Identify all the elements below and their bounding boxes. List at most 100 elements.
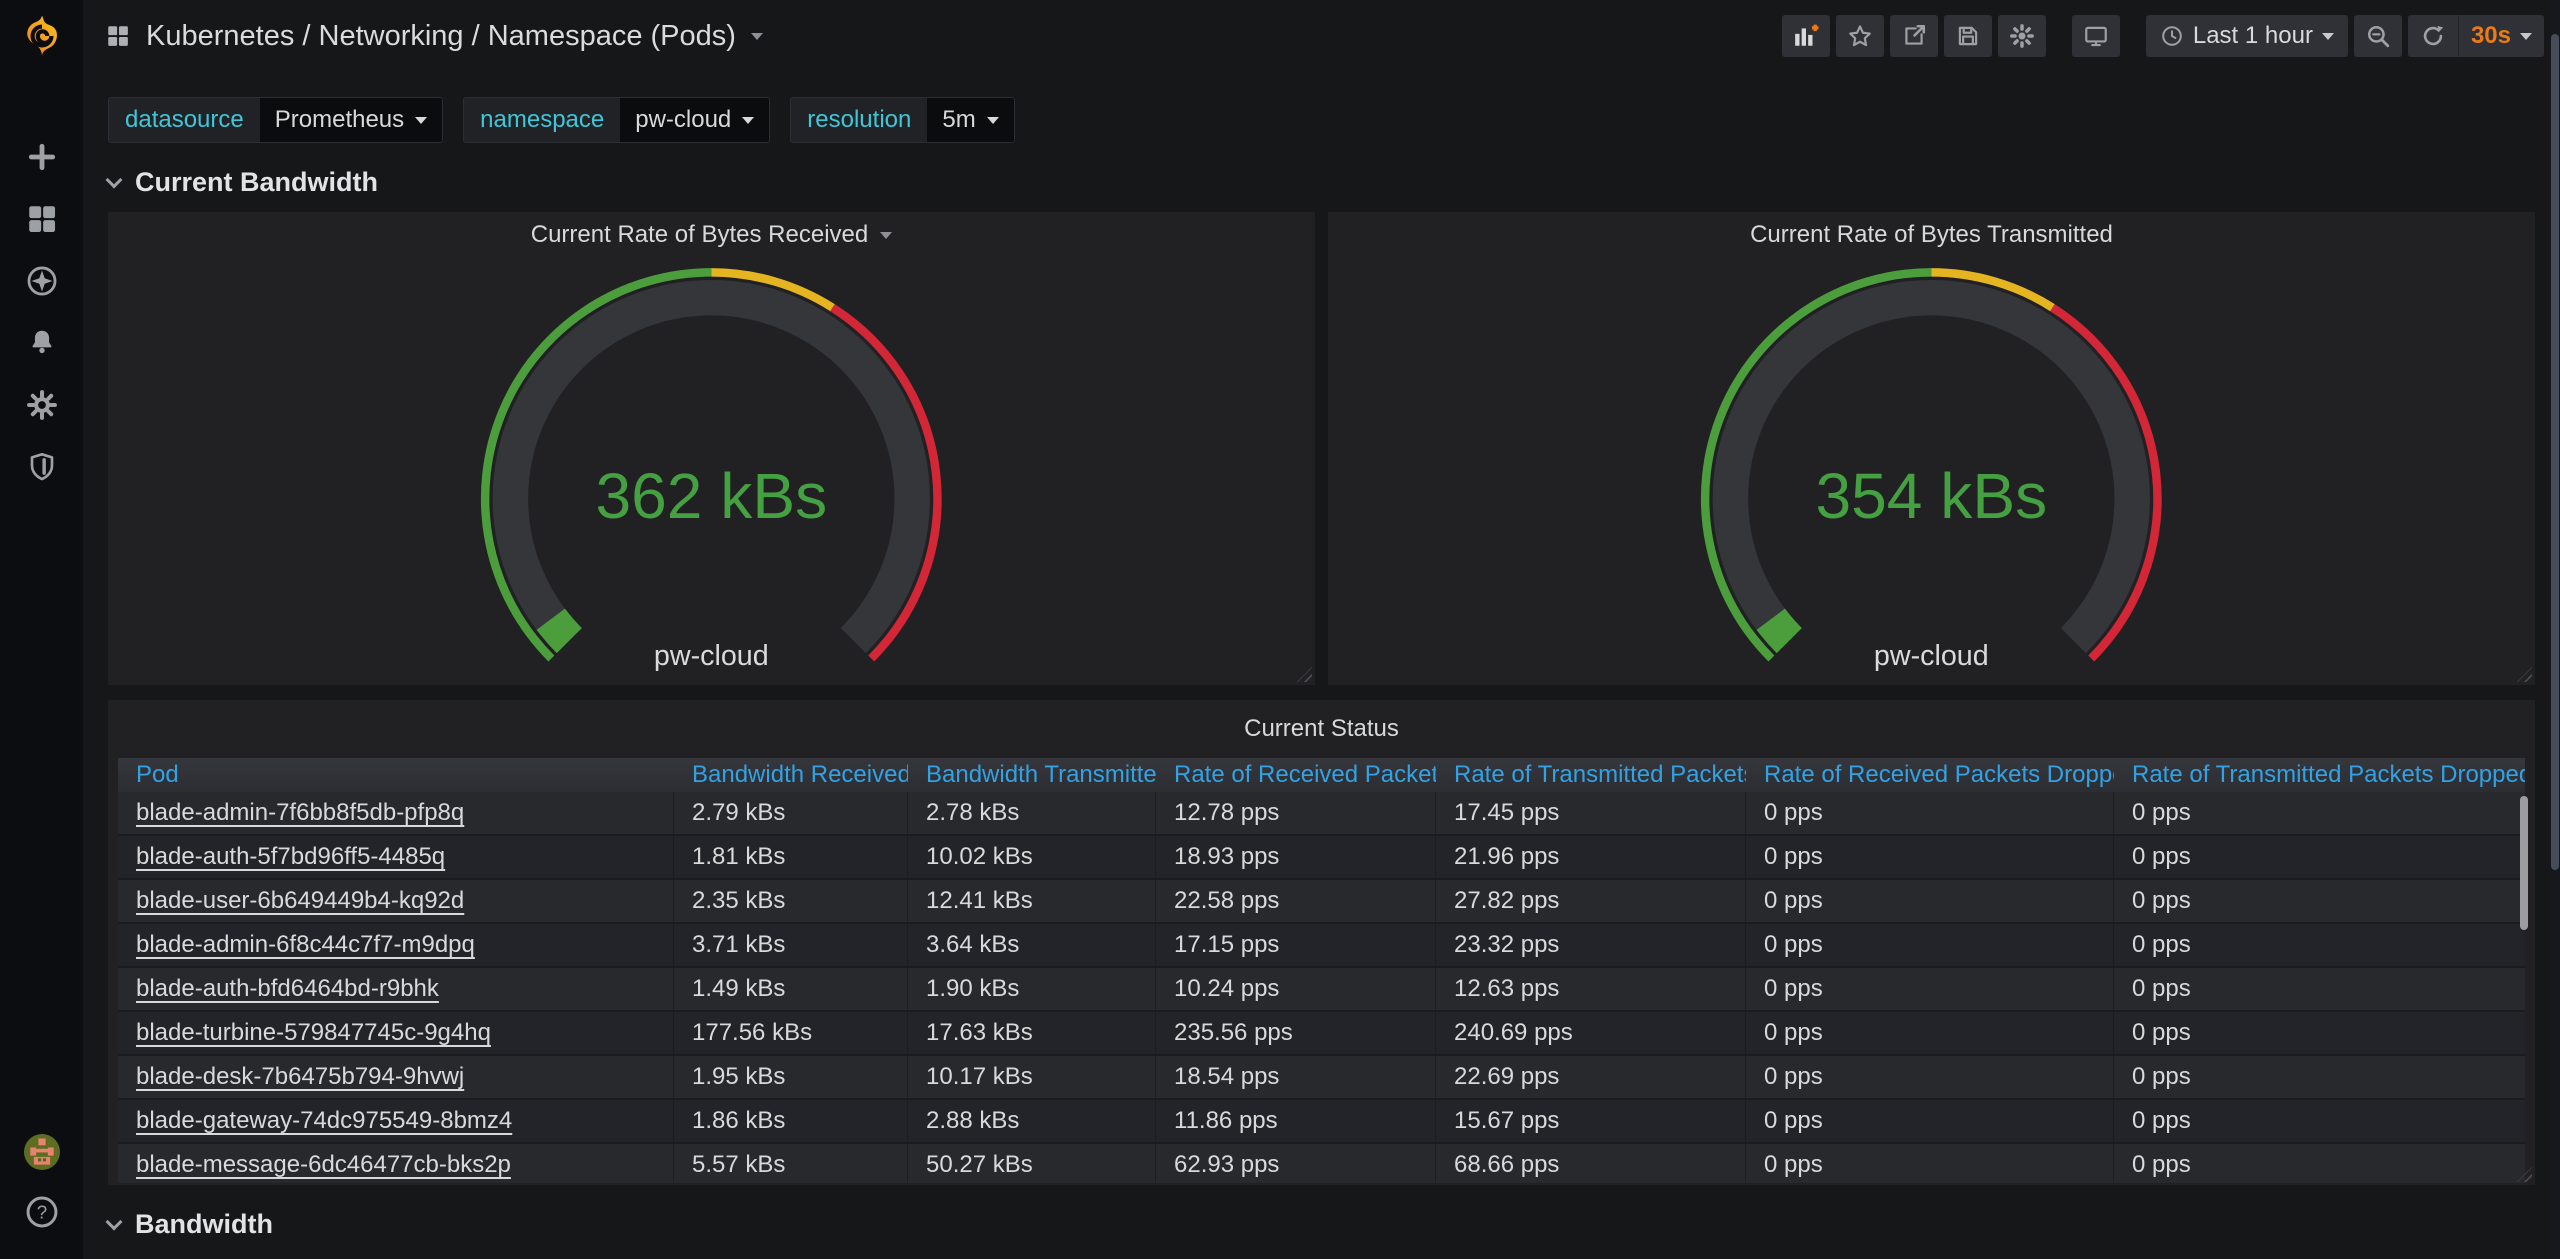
gauge-value: 362 kBs (596, 460, 828, 532)
table-cell: 15.67 pps (1436, 1100, 1746, 1142)
sidebar: ? (0, 0, 83, 1259)
sidebar-item-explore[interactable] (24, 264, 60, 298)
toolbar: Last 1 hour 30s (1782, 15, 2544, 57)
pod-link[interactable]: blade-desk-7b6475b794-9hvwj (118, 1056, 674, 1098)
table-cell: 17.45 pps (1436, 792, 1746, 834)
variable-value-dropdown[interactable]: 5m (927, 98, 1013, 142)
table-row: blade-admin-7f6bb8f5db-pfp8q 2.79 kBs 2.… (118, 792, 2525, 836)
share-dashboard-button[interactable] (1890, 15, 1938, 57)
variable-datasource[interactable]: datasource Prometheus (108, 97, 443, 143)
sidebar-item-server-admin[interactable] (24, 450, 60, 484)
page-scrollbar[interactable] (2550, 0, 2560, 1259)
table-cell: 0 pps (2114, 1100, 2525, 1142)
row-title: Bandwidth (135, 1209, 273, 1240)
table-cell: 240.69 pps (1436, 1012, 1746, 1054)
table-cell: 0 pps (2114, 924, 2525, 966)
column-header-bandwidth-received[interactable]: Bandwidth Received (674, 758, 908, 792)
gauge-panels-row: Current Rate of Bytes Received 362 kBs p… (108, 212, 2535, 685)
time-range-caret-icon (2322, 33, 2334, 40)
table-cell: 1.49 kBs (674, 968, 908, 1010)
gauge-bytes-received: 362 kBs pw-cloud (475, 258, 948, 680)
table-cell: 0 pps (1746, 1100, 2114, 1142)
refresh-button[interactable] (2408, 15, 2458, 57)
table-cell: 0 pps (1746, 924, 2114, 966)
table-cell: 21.96 pps (1436, 836, 1746, 878)
table-cell: 0 pps (1746, 1012, 2114, 1054)
gauge-series-label: pw-cloud (1874, 640, 1989, 672)
variable-value-dropdown[interactable]: Prometheus (260, 98, 442, 142)
gauge-bytes-transmitted: 354 kBs pw-cloud (1695, 258, 2168, 680)
pod-link[interactable]: blade-message-6dc46477cb-bks2p (118, 1144, 674, 1183)
pod-link[interactable]: blade-auth-bfd6464bd-r9bhk (118, 968, 674, 1010)
refresh-interval-dropdown[interactable]: 30s (2458, 15, 2544, 57)
table-scrollbar-thumb[interactable] (2520, 796, 2528, 930)
column-header-pod[interactable]: Pod (118, 758, 674, 792)
alerting-bell-icon (26, 327, 58, 359)
explore-compass-icon (25, 264, 59, 298)
table-header-row: Pod Bandwidth Received Bandwidth Transmi… (118, 758, 2525, 792)
pod-link[interactable]: blade-auth-5f7bd96ff5-4485q (118, 836, 674, 878)
panel-title[interactable]: Current Status (108, 700, 2535, 758)
table-cell: 2.35 kBs (674, 880, 908, 922)
table-row: blade-gateway-74dc975549-8bmz4 1.86 kBs … (118, 1100, 2525, 1144)
save-dashboard-button[interactable] (1944, 15, 1992, 57)
user-avatar[interactable] (24, 1129, 60, 1175)
panel-resize-handle[interactable] (1297, 667, 1312, 682)
variable-value-dropdown[interactable]: pw-cloud (620, 98, 769, 142)
column-header-rate-received-packets-dropped[interactable]: Rate of Received Packets Dropped (1746, 758, 2114, 792)
time-range-picker[interactable]: Last 1 hour (2146, 15, 2348, 57)
star-dashboard-button[interactable] (1836, 15, 1884, 57)
row-header-bandwidth[interactable]: Bandwidth (108, 1208, 2535, 1240)
sidebar-item-alerting[interactable] (24, 326, 60, 360)
table-cell: 23.32 pps (1436, 924, 1746, 966)
table-cell: 0 pps (2114, 1012, 2525, 1054)
page-title: Kubernetes / Networking / Namespace (Pod… (146, 20, 736, 53)
panel-bytes-transmitted: Current Rate of Bytes Transmitted 354 kB… (1328, 212, 2535, 685)
table-row: blade-message-6dc46477cb-bks2p 5.57 kBs … (118, 1144, 2525, 1183)
zoom-out-button[interactable] (2354, 15, 2402, 57)
grafana-flame-icon (19, 13, 65, 59)
pod-link[interactable]: blade-gateway-74dc975549-8bmz4 (118, 1100, 674, 1142)
variable-value: 5m (942, 106, 975, 134)
table-cell: 2.79 kBs (674, 792, 908, 834)
row-header-current-bandwidth[interactable]: Current Bandwidth (108, 166, 2535, 198)
table-cell: 17.63 kBs (908, 1012, 1156, 1054)
help-button[interactable]: ? (24, 1195, 60, 1229)
page-scrollbar-thumb[interactable] (2551, 34, 2559, 870)
pod-link[interactable]: blade-turbine-579847745c-9g4hq (118, 1012, 674, 1054)
column-header-rate-transmitted-packets[interactable]: Rate of Transmitted Packets (1436, 758, 1746, 792)
pod-link[interactable]: blade-user-6b649449b4-kq92d (118, 880, 674, 922)
panel-resize-handle[interactable] (2517, 667, 2532, 682)
variable-namespace[interactable]: namespace pw-cloud (463, 97, 770, 143)
title-dropdown-caret-icon (751, 33, 763, 40)
table-cell: 68.66 pps (1436, 1144, 1746, 1183)
panel-title-menu[interactable]: Current Rate of Bytes Received (108, 212, 1315, 258)
cycle-view-mode-button[interactable] (2072, 15, 2120, 57)
table-cell: 0 pps (1746, 1144, 2114, 1183)
grafana-logo[interactable] (0, 0, 83, 72)
table-cell: 22.69 pps (1436, 1056, 1746, 1098)
column-header-bandwidth-transmitted[interactable]: Bandwidth Transmitted (908, 758, 1156, 792)
add-panel-button[interactable] (1782, 15, 1830, 57)
refresh-icon (2420, 23, 2446, 49)
sidebar-item-create[interactable] (24, 140, 60, 174)
panel-title-menu[interactable]: Current Rate of Bytes Transmitted (1328, 212, 2535, 258)
pod-link[interactable]: blade-admin-7f6bb8f5db-pfp8q (118, 792, 674, 834)
column-header-rate-received-packets[interactable]: Rate of Received Packets (1156, 758, 1436, 792)
table-cell: 1.95 kBs (674, 1056, 908, 1098)
table-cell: 0 pps (2114, 968, 2525, 1010)
refresh-interval-label: 30s (2471, 22, 2511, 50)
table-cell: 0 pps (2114, 836, 2525, 878)
dashboard-settings-button[interactable] (1998, 15, 2046, 57)
variable-resolution[interactable]: resolution 5m (790, 97, 1014, 143)
table-cell: 50.27 kBs (908, 1144, 1156, 1183)
dashboard-title-group[interactable]: Kubernetes / Networking / Namespace (Pod… (105, 20, 763, 53)
star-icon (1847, 23, 1873, 49)
sidebar-item-configuration[interactable] (24, 388, 60, 422)
server-admin-shield-icon (26, 451, 58, 483)
column-header-rate-transmitted-packets-dropped[interactable]: Rate of Transmitted Packets Dropped (2114, 758, 2525, 792)
sidebar-item-dashboards[interactable] (24, 202, 60, 236)
table-cell: 177.56 kBs (674, 1012, 908, 1054)
pod-link[interactable]: blade-admin-6f8c44c7f7-m9dpq (118, 924, 674, 966)
table-cell: 18.54 pps (1156, 1056, 1436, 1098)
